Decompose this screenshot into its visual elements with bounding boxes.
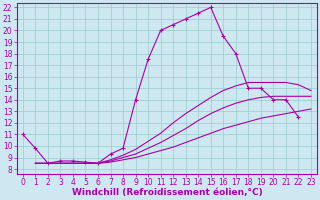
X-axis label: Windchill (Refroidissement éolien,°C): Windchill (Refroidissement éolien,°C) <box>72 188 262 197</box>
